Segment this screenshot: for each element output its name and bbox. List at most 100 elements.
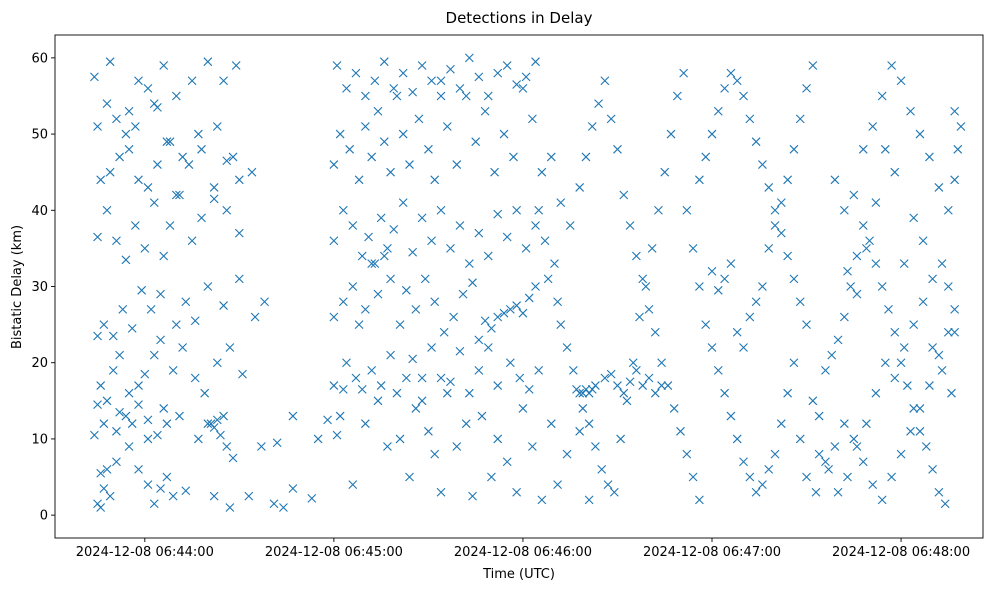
data-point: [455, 346, 465, 356]
data-point: [606, 114, 616, 124]
data-point: [351, 373, 361, 383]
data-point: [102, 99, 112, 108]
data-point: [499, 129, 509, 139]
data-point: [140, 244, 150, 253]
data-point: [212, 415, 222, 425]
data-point: [695, 282, 704, 291]
data-point: [524, 384, 534, 394]
data-point: [509, 152, 518, 162]
data-point: [572, 384, 581, 394]
data-point: [357, 251, 367, 261]
data-point: [219, 76, 228, 86]
data-point: [389, 83, 399, 93]
data-point: [827, 350, 837, 360]
data-point: [360, 419, 370, 429]
x-tick-label-1: 2024-12-08 06:45:00: [265, 545, 403, 560]
data-point: [531, 57, 540, 67]
data-point: [591, 381, 600, 390]
data-point: [546, 152, 556, 162]
data-point: [112, 114, 121, 124]
data-point: [783, 388, 793, 398]
data-point: [417, 396, 427, 406]
data-point: [360, 122, 370, 131]
data-point: [184, 160, 194, 169]
data-point: [260, 297, 269, 307]
data-point: [821, 365, 830, 375]
data-point: [795, 297, 805, 307]
y-tick-label-1: 10: [31, 432, 48, 447]
data-point: [171, 320, 181, 329]
data-point: [928, 465, 937, 474]
data-point: [436, 205, 446, 215]
data-point: [389, 224, 399, 234]
data-point: [446, 377, 455, 387]
x-tick-labels: 2024-12-08 06:44:00 2024-12-08 06:45:00 20…: [76, 545, 970, 560]
data-point: [512, 301, 522, 310]
data-point: [140, 369, 150, 379]
data-point: [493, 68, 503, 78]
data-point: [121, 255, 131, 265]
data-point: [436, 91, 446, 101]
data-point: [534, 205, 544, 215]
data-point: [858, 144, 868, 154]
data-point: [398, 68, 408, 78]
data-point: [877, 495, 887, 505]
data-point: [354, 320, 364, 329]
data-point: [695, 175, 704, 185]
data-point: [537, 167, 547, 177]
data-point: [918, 236, 928, 246]
data-point: [124, 144, 134, 154]
data-point: [556, 320, 566, 329]
data-point: [638, 381, 648, 390]
data-point: [105, 57, 115, 67]
data-point: [335, 411, 345, 421]
data-point: [115, 407, 124, 417]
data-point: [411, 304, 421, 314]
data-point: [732, 434, 742, 444]
data-point: [474, 228, 484, 238]
data-point: [222, 442, 232, 451]
data-point: [96, 381, 106, 390]
data-point: [814, 449, 824, 459]
data-point: [584, 419, 594, 429]
data-point: [424, 426, 433, 436]
data-point: [379, 251, 389, 261]
data-point: [134, 76, 143, 86]
data-point: [338, 205, 348, 215]
data-point: [565, 221, 575, 230]
data-point: [672, 91, 682, 101]
data-point: [726, 68, 736, 78]
data-point: [701, 152, 711, 162]
data-point: [288, 484, 298, 493]
data-point: [156, 289, 165, 299]
data-point: [175, 411, 184, 421]
data-point: [483, 91, 493, 101]
data-point: [203, 57, 213, 67]
data-point: [178, 343, 188, 352]
data-point: [679, 68, 689, 78]
data-point: [669, 404, 679, 413]
data-point: [745, 114, 755, 124]
data-point: [635, 312, 644, 322]
data-point: [499, 308, 509, 318]
data-point: [130, 122, 140, 131]
data-point: [947, 388, 956, 398]
data-point: [650, 327, 660, 337]
data-point: [471, 137, 481, 147]
data-point: [386, 350, 395, 360]
data-point: [877, 282, 887, 291]
data-point: [890, 327, 900, 337]
data-point: [575, 183, 585, 192]
data-point: [181, 297, 191, 307]
data-point: [950, 327, 960, 337]
data-point: [887, 472, 897, 482]
data-point: [474, 72, 484, 82]
data-point: [102, 205, 112, 215]
data-point: [89, 430, 99, 440]
data-point: [329, 236, 339, 246]
data-point: [446, 64, 455, 74]
data-point: [776, 419, 786, 429]
data-point: [578, 404, 588, 413]
data-point: [206, 419, 216, 429]
data-point: [899, 259, 909, 269]
